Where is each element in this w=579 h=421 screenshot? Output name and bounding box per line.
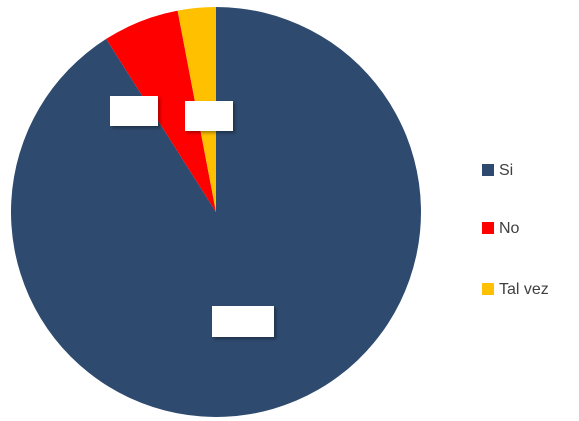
legend-swatch (482, 283, 494, 295)
label-box (212, 306, 274, 337)
pie-slice (10, 7, 422, 418)
label-box (110, 96, 158, 126)
data-label-boxes (110, 96, 274, 337)
label-box (185, 101, 233, 131)
legend-label: No (499, 220, 520, 237)
legend-label: Tal vez (499, 281, 549, 298)
legend-label: Si (499, 162, 513, 179)
pie-slice (106, 10, 216, 212)
pie (10, 7, 422, 418)
legend: Si No Tal vez (482, 162, 549, 298)
legend-swatch (482, 164, 494, 176)
legend-swatch (482, 222, 494, 234)
